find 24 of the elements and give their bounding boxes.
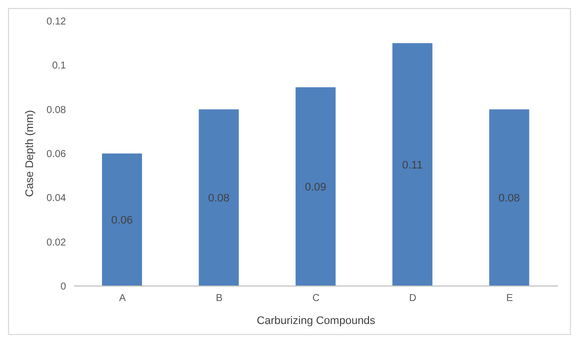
x-tick-label: D (409, 293, 416, 304)
y-tick-label: 0.04 (46, 193, 66, 204)
bar (489, 109, 530, 286)
bar (102, 154, 142, 286)
data-label: 0.09 (304, 182, 326, 194)
data-label: 0.08 (208, 192, 230, 205)
y-tick-label: 0.08 (46, 104, 66, 116)
x-tick-label: C (312, 293, 320, 304)
y-axis-title: Case Depth (mm) (24, 110, 36, 197)
x-axis-title: Carburizing Compounds (256, 315, 376, 327)
y-tick-label: 0 (60, 282, 66, 293)
bar (296, 87, 336, 286)
bar (392, 43, 432, 286)
y-tick-label: 0.02 (46, 237, 66, 248)
x-tick-label: A (119, 293, 126, 304)
data-label: 0.06 (111, 214, 133, 227)
y-tick-label: 0.12 (46, 16, 66, 28)
data-label: 0.08 (498, 192, 520, 205)
x-tick-label: E (506, 293, 514, 304)
x-tick-label: B (216, 293, 223, 304)
data-label: 0.11 (402, 159, 423, 172)
y-tick-label: 0.06 (46, 149, 66, 160)
bar (198, 109, 239, 286)
y-tick-label: 0.1 (52, 60, 66, 72)
